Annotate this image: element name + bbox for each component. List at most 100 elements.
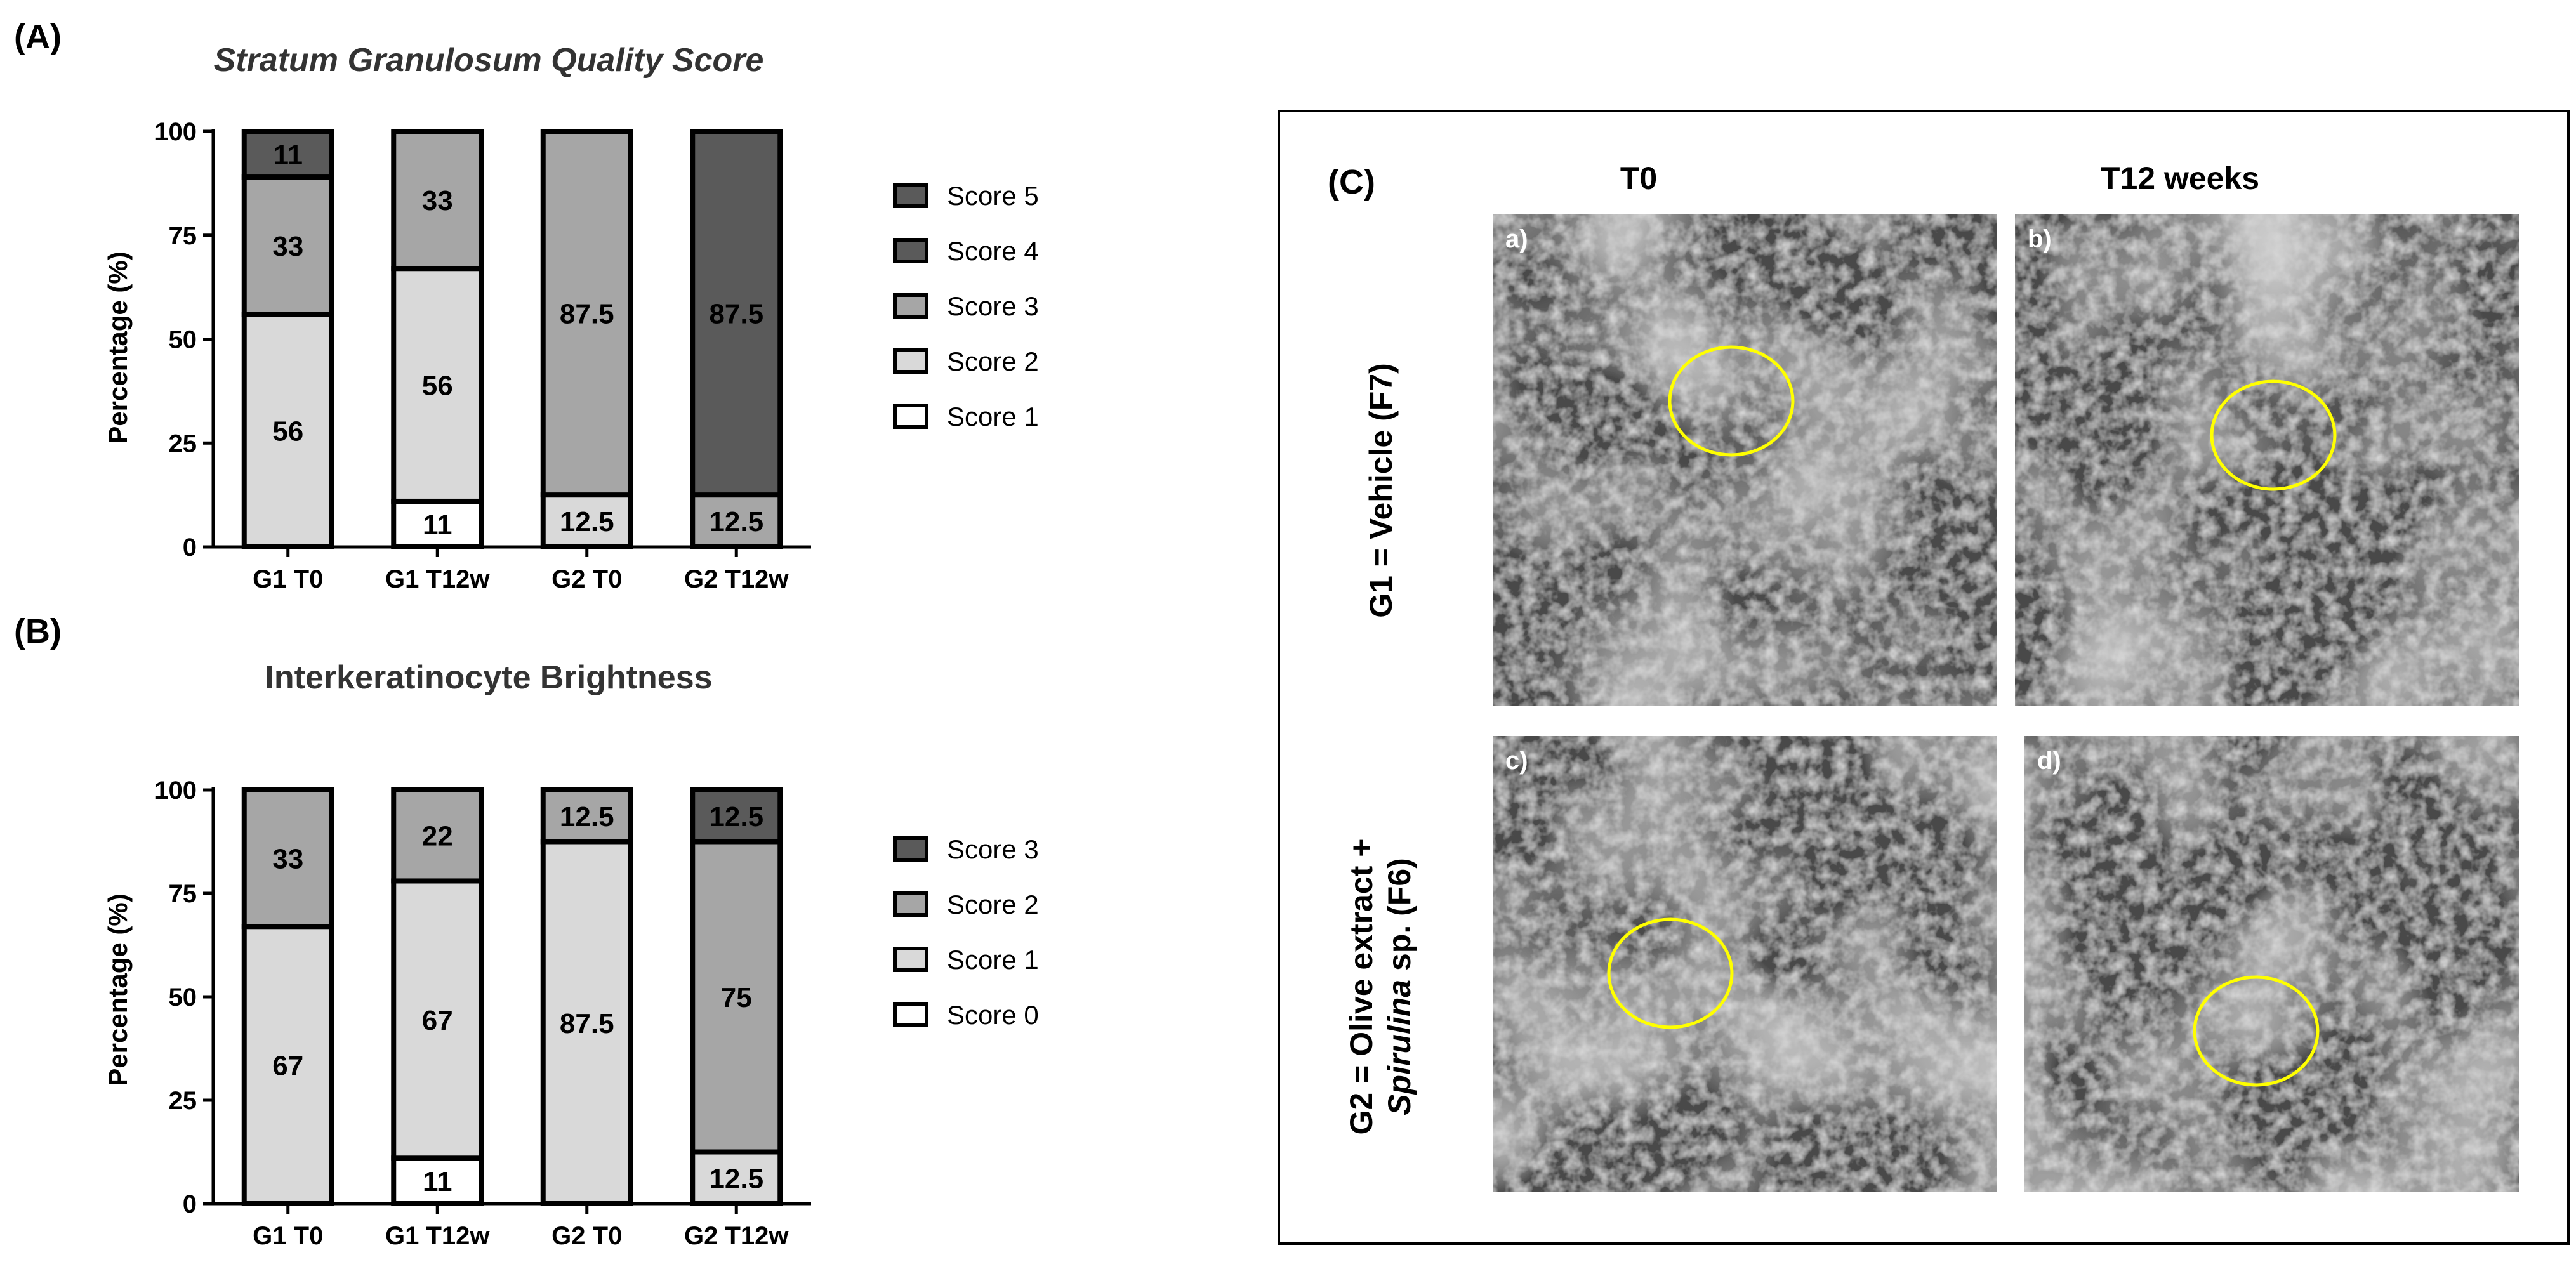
chart-b-category-label: G2 T12w (684, 1222, 789, 1250)
panel-a-label: (A) (14, 18, 62, 56)
micrograph-grid: a) b) c) d) (1493, 214, 2519, 1192)
col-header-t12-text: T12 weeks (2101, 161, 2259, 196)
chart-b-bar-g1-t12w-score-2 (391, 787, 484, 884)
row-label-g2-line1: G2 = Olive extract + (1344, 839, 1379, 1135)
chart-a-legend-label: Score 1 (947, 402, 1039, 431)
chart-b-category-label: G1 T12w (385, 1222, 490, 1250)
chart-a-data-label: 87.5 (709, 299, 763, 330)
chart-a-title: Stratum Granulosum Quality Score (214, 42, 764, 79)
chart-a-legend-label: Score 4 (947, 236, 1039, 266)
col-header-t12: T12 weeks (2101, 161, 2259, 196)
chart-a-ylabel-text: Percentage (%) (103, 251, 133, 444)
chart-a-category-label: G1 T12w (385, 565, 490, 593)
chart-a-bar-g2-t12w-score-4 (690, 129, 783, 498)
chart-b-ylabel-text: Percentage (%) (103, 893, 133, 1086)
panel-c: (C) T0 T12 weeks G1 = Vehicle (F7) G2 = … (1278, 110, 2570, 1245)
chart-b-data-label: 75 (721, 982, 752, 1013)
micrograph-letter: d) (2037, 747, 2061, 775)
chart-b-data-label: 87.5 (560, 1008, 614, 1039)
chart-b-bar-g1-t12w-score-0 (391, 1155, 484, 1207)
chart-b-legend-swatch-score-1 (893, 947, 928, 972)
chart-a-y-tick-label: 75 (169, 222, 197, 250)
chart-a-bar-g2-t0-score-3 (540, 129, 633, 498)
reflectance-confocal-micrograph-g2-t12: d) (2024, 736, 2519, 1192)
row-label-g1: G1 = Vehicle (F7) (1363, 363, 1399, 618)
chart-a-data-label: 33 (422, 185, 453, 216)
chart-b-data-label: 67 (422, 1005, 453, 1036)
chart-b-title-text: Interkeratinocyte Brightness (265, 659, 712, 696)
chart-b-bar-g2-t12w-score-2 (690, 839, 783, 1155)
yellow-region-circle (1668, 345, 1795, 457)
row-label-g2-line1-text: G2 = Olive extract + (1344, 839, 1379, 1135)
chart-b-data-label: 22 (422, 821, 453, 852)
col-header-t0: T0 (1620, 161, 1657, 196)
chart-a-data-label: 12.5 (560, 506, 614, 537)
chart-a-bar-g1-t0-score-3 (241, 174, 334, 317)
chart-b-bar-g2-t12w-score-1 (690, 1149, 783, 1206)
chart-a-data-label: 11 (423, 510, 452, 541)
panel-b-label: (B) (14, 612, 62, 650)
chart-a-bar-g1-t0-score-2 (241, 312, 334, 549)
yellow-region-circle (2193, 975, 2320, 1087)
panel-b-label-text: (B) (14, 612, 62, 650)
chart-b-y-tick-label: 0 (183, 1190, 197, 1218)
chart-a-category-label: G2 T12w (684, 565, 789, 593)
chart-b-data-label: 12.5 (709, 1163, 763, 1194)
micrograph-letter: b) (2028, 225, 2052, 253)
chart-b-bar-g1-t0-score-2 (241, 787, 334, 930)
chart-a-category-label: G2 T0 (552, 565, 622, 593)
chart-a-y-tick-label: 100 (154, 118, 197, 146)
chart-a-data-label: 56 (422, 371, 453, 402)
chart-b-bar-g2-t12w-score-3 (690, 787, 783, 845)
chart-a-y-tick-label: 50 (169, 326, 197, 354)
col-header-t0-text: T0 (1620, 161, 1657, 196)
chart-a-category-label: G1 T0 (253, 565, 323, 593)
panel-c-label-text: (C) (1328, 163, 1375, 201)
micrograph-3-texture (2024, 736, 2519, 1192)
chart-b-legend-swatch-score-0 (893, 1002, 928, 1027)
chart-a-bar-g1-t12w-score-3 (391, 129, 484, 272)
chart-b-data-label: 12.5 (709, 801, 763, 832)
panel-c-frame (1278, 110, 2570, 1245)
chart-a-data-label: 33 (272, 231, 303, 262)
chart-a-bar-g1-t12w-score-1 (391, 498, 484, 550)
yellow-region-circle (1607, 917, 1734, 1029)
chart-a-legend-label: Score 5 (947, 181, 1039, 211)
chart-b-y-tick-label: 50 (169, 983, 197, 1011)
row-label-g2-italic: Spirulina (1382, 980, 1417, 1115)
chart-a-legend-swatch-score-3 (893, 293, 928, 319)
chart-b-legend-label: Score 0 (947, 1000, 1039, 1030)
chart-b-y-tick-label: 25 (169, 1087, 197, 1115)
micrograph-letter: c) (1505, 747, 1528, 775)
chart-b-y-tick-label: 75 (169, 880, 197, 908)
chart-b-y-tick-label: 100 (154, 777, 197, 805)
micrograph-0-texture (1493, 214, 1997, 706)
row-label-g2-rest: sp. (F6) (1382, 858, 1417, 980)
chart-b-category-label: G2 T0 (552, 1222, 622, 1250)
chart-b-data-label: 12.5 (560, 801, 614, 832)
chart-b-category-label: G1 T0 (253, 1222, 323, 1250)
chart-b-plot: 0 25 50 75 100 G1 T0 67 33 G1 T12w 11 67 22 G2 T0 87.… (154, 777, 1039, 1250)
chart-b-bar-g1-t0-score-1 (241, 924, 334, 1207)
chart-b-bar-g2-t0-score-2 (540, 787, 633, 845)
chart-b-title: Interkeratinocyte Brightness (265, 659, 712, 696)
chart-b-data-label: 11 (423, 1166, 452, 1197)
chart-b-data-label: 67 (272, 1051, 303, 1082)
reflectance-confocal-micrograph-g1-t12: b) (2015, 214, 2519, 706)
row-label-g1-text: G1 = Vehicle (F7) (1363, 363, 1399, 618)
panel-c-label: (C) (1328, 163, 1375, 201)
chart-a-legend-swatch-score-5 (893, 183, 928, 208)
row-label-g2-line2: Spirulina sp. (F6) (1382, 858, 1417, 1115)
panel-a: (A) Stratum Granulosum Quality Score Per… (14, 18, 1039, 593)
chart-a-y-tick-label: 0 (183, 534, 197, 562)
chart-b-data-label: 33 (272, 844, 303, 875)
chart-a-data-label: 56 (272, 416, 303, 447)
chart-b-legend-label: Score 3 (947, 834, 1039, 864)
chart-a-title-text: Stratum Granulosum Quality Score (214, 42, 764, 79)
chart-b-legend-label: Score 1 (947, 945, 1039, 975)
reflectance-confocal-micrograph-g2-t0: c) (1493, 736, 1997, 1192)
micrograph-2-texture (1493, 736, 1997, 1192)
chart-a-bar-g2-t0-score-2 (540, 492, 633, 549)
